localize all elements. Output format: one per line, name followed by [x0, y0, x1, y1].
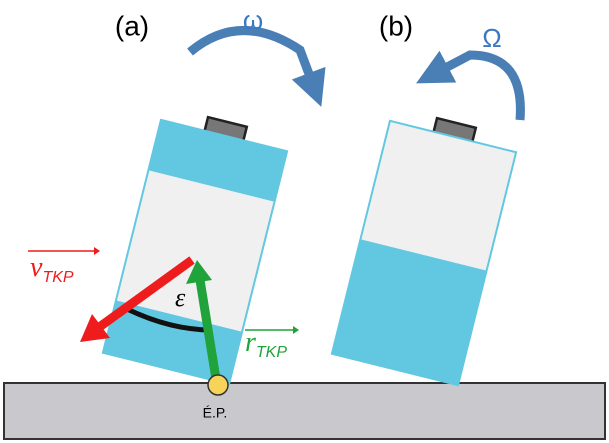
- panel-label: (b): [379, 10, 413, 41]
- rotation-arrow-a: [190, 30, 315, 90]
- velocity-label: vTKP: [30, 252, 74, 286]
- contact-point-marker: [208, 375, 228, 395]
- panel-label: (a): [115, 10, 149, 41]
- rotation-symbol: Ω: [482, 23, 501, 53]
- vector-overline-head: [94, 247, 100, 255]
- contact-point-label: É.P.: [203, 405, 228, 421]
- diagram: (a) ω (b) Ω vTKP rTKP ε É.P.: [0, 0, 609, 443]
- subscript: TKP: [256, 344, 287, 361]
- symbol: r: [245, 327, 256, 358]
- rotation-symbol: ω: [243, 5, 263, 35]
- rotation-arrow-b: [432, 55, 520, 120]
- battery-a: [103, 106, 291, 384]
- vector-overline-head: [293, 326, 299, 334]
- subscript: TKP: [42, 269, 73, 286]
- battery-b: [332, 107, 520, 385]
- angle-label: ε: [175, 283, 186, 312]
- radius-label: rTKP: [245, 327, 287, 361]
- ground: [4, 383, 605, 439]
- symbol: v: [30, 252, 43, 283]
